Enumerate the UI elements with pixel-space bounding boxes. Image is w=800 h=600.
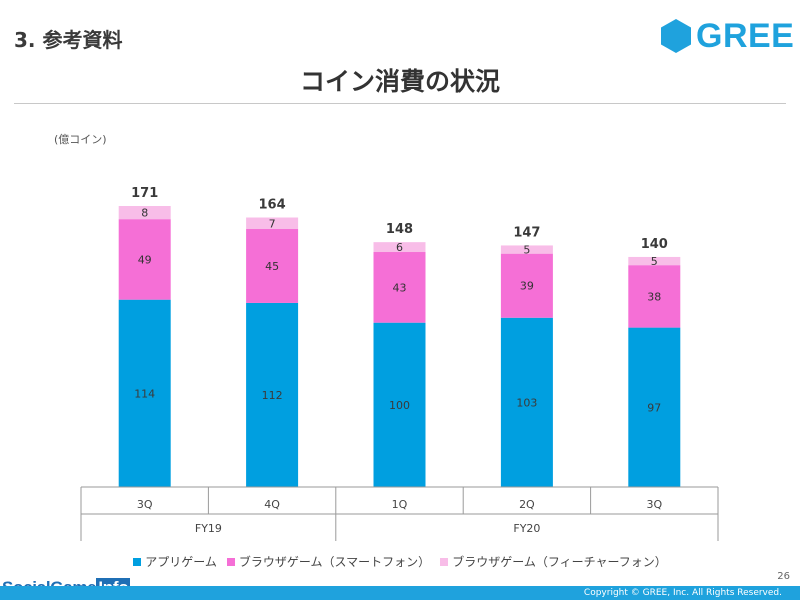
data-label: 6 bbox=[396, 241, 403, 254]
total-label: 140 bbox=[641, 237, 668, 252]
legend-item: ブラウザゲーム（スマートフォン） bbox=[226, 553, 431, 570]
bar-segment-3 bbox=[246, 217, 299, 230]
legend-label: ブラウザゲーム（スマートフォン） bbox=[238, 555, 431, 569]
section-label: 3. 参考資料 bbox=[14, 28, 123, 52]
data-label: 38 bbox=[647, 290, 661, 303]
total-label: 164 bbox=[259, 198, 286, 213]
legend-label: アプリゲーム bbox=[145, 555, 217, 569]
x-tick-label: 2Q bbox=[519, 498, 535, 511]
hexagon-logo-icon bbox=[661, 19, 691, 53]
legend-label: ブラウザゲーム（フィーチャーフォン） bbox=[452, 555, 667, 569]
bar-segment-2 bbox=[246, 229, 299, 303]
total-label: 147 bbox=[513, 225, 540, 240]
data-label: 7 bbox=[269, 217, 276, 230]
bar-segment-2 bbox=[118, 219, 171, 300]
title-divider bbox=[14, 103, 786, 104]
x-tick-label: 1Q bbox=[392, 498, 408, 511]
logo-text: GREE bbox=[696, 17, 795, 55]
bar-segment-1 bbox=[373, 322, 426, 487]
bar-segment-1 bbox=[500, 317, 553, 487]
total-label: 148 bbox=[386, 222, 413, 237]
data-label: 100 bbox=[389, 399, 410, 412]
data-label: 5 bbox=[651, 255, 658, 268]
bar-segment-2 bbox=[500, 253, 553, 318]
page-title: コイン消費の状況 bbox=[299, 67, 500, 96]
bar-segment-2 bbox=[628, 265, 681, 328]
page-number: 26 bbox=[777, 571, 790, 582]
bar-segment-1 bbox=[118, 299, 171, 487]
data-label: 49 bbox=[138, 253, 152, 266]
group-label: FY19 bbox=[195, 522, 222, 535]
legend-swatch bbox=[133, 557, 142, 566]
data-label: 39 bbox=[520, 280, 534, 293]
chart-legend: アプリゲーム ブラウザゲーム（スマートフォン） ブラウザゲーム（フィーチャーフォン） bbox=[0, 553, 800, 570]
data-label: 112 bbox=[262, 389, 283, 402]
legend-item: ブラウザゲーム（フィーチャーフォン） bbox=[440, 553, 667, 570]
x-tick-label: 3Q bbox=[646, 498, 662, 511]
legend-swatch bbox=[226, 557, 235, 566]
data-label: 8 bbox=[141, 207, 148, 220]
bar-segment-1 bbox=[628, 327, 681, 487]
data-label: 97 bbox=[647, 401, 661, 414]
gree-logo: GREE bbox=[661, 16, 794, 56]
bar-segment-2 bbox=[373, 252, 426, 323]
total-label: 171 bbox=[131, 186, 158, 201]
group-label: FY20 bbox=[513, 522, 540, 535]
legend-swatch bbox=[440, 557, 449, 566]
x-tick-label: 3Q bbox=[137, 498, 153, 511]
bar-segment-3 bbox=[500, 245, 553, 254]
bar-segment-3 bbox=[373, 242, 426, 253]
data-label: 45 bbox=[265, 260, 279, 273]
bar-segment-3 bbox=[628, 256, 681, 266]
data-label: 114 bbox=[134, 387, 155, 400]
y-unit-label: (億コイン) bbox=[54, 133, 107, 146]
data-label: 103 bbox=[516, 396, 537, 409]
legend-item: アプリゲーム bbox=[133, 553, 217, 570]
data-label: 43 bbox=[393, 281, 407, 294]
footer-bar: Copyright © GREE, Inc. All Rights Reserv… bbox=[0, 586, 800, 600]
x-tick-label: 4Q bbox=[264, 498, 280, 511]
bar-segment-1 bbox=[246, 302, 299, 487]
bar-segment-3 bbox=[118, 206, 171, 220]
copyright-text: Copyright © GREE, Inc. All Rights Reserv… bbox=[583, 588, 782, 598]
data-label: 5 bbox=[523, 244, 530, 257]
